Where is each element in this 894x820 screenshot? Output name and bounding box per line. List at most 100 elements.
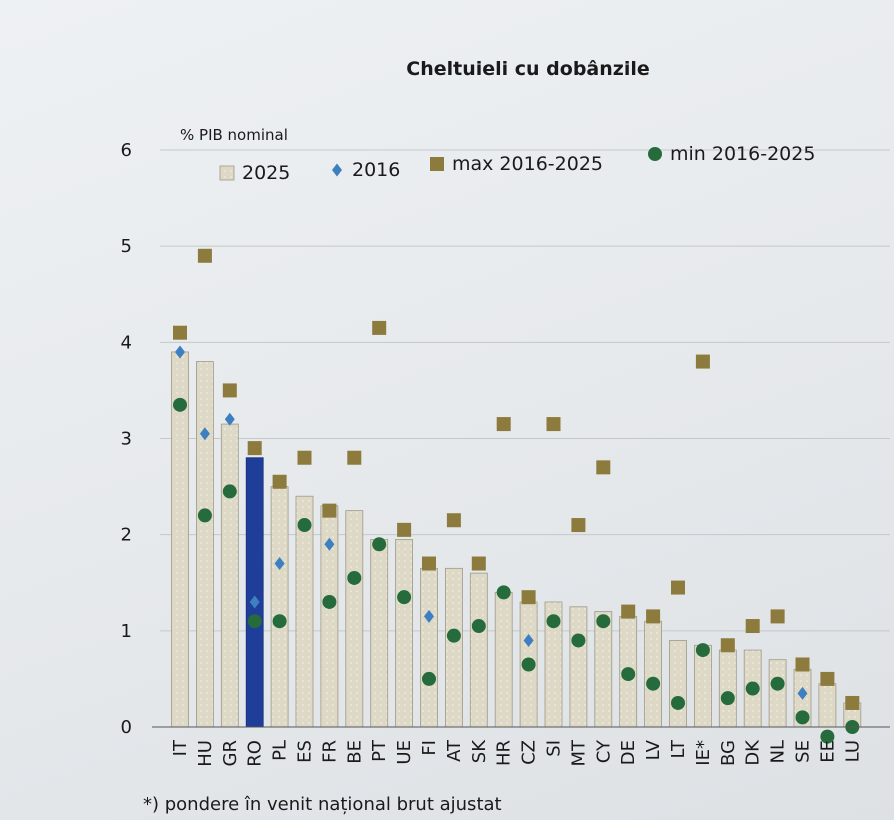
marker-circle-PT [372,537,387,552]
marker-circle-UE [397,590,412,605]
marker-square-SK [471,556,486,571]
x-tick-label: DE [618,740,639,765]
marker-square-AT [446,513,461,528]
marker-square-HR [496,417,511,432]
x-tick-label: RO [245,740,266,767]
bar-2025-SK [469,572,488,728]
marker-circle-BG [720,691,735,706]
marker-circle-HR [496,585,511,600]
bars-2025 [171,351,862,728]
marker-circle-CY [596,614,611,629]
marker-diamond-FI [424,609,434,623]
y-tick-label: 3 [121,429,132,450]
marker-square-DK [745,619,760,634]
marker-circle-RO [247,614,262,629]
marker-diamond-GR [224,412,235,426]
marker-circle-SI [546,614,561,629]
x-tick-label: AT [444,739,465,762]
gridlines [160,149,890,632]
marker-diamond-RO [249,595,260,609]
bar-2025-UE [395,539,414,728]
x-tick-label: BG [718,740,739,766]
chart-title: Cheltuieli cu dobânzile [406,58,650,80]
marker-diamond-PL [274,557,285,571]
marker-circle-LT [671,695,685,710]
x-tick-label: PT [369,739,390,762]
marker-diamond-SE [797,686,808,700]
legend-swatch-2025 [219,165,235,181]
marker-square-BE [347,450,362,465]
bar-2025-LV [644,620,662,728]
x-tick-label: HR [494,740,515,766]
marker-square-LV [646,609,661,624]
marker-circle-BE [347,570,362,585]
legend-swatch-square [430,157,444,171]
marker-diamond-CZ [523,633,534,647]
x-tick-label: UE [394,740,415,765]
marker-circle-DK [745,681,760,696]
marker-square-CZ [521,590,536,605]
marker-square-GR [222,383,237,398]
bar-2025-EE [818,683,837,728]
marker-circle-IT [173,397,187,412]
x-tick-label: SI [544,740,565,757]
marker-circle-CZ [521,657,536,672]
marker-circle-FI [422,671,436,686]
bar-2025-HR [494,591,513,728]
x-tick-label: LV [643,739,664,760]
x-tick-label: PL [270,740,291,761]
marker-circle-AT [446,628,461,643]
x-tick-label: GR [220,740,241,766]
marker-diamond-FR [324,537,335,551]
bar-2025-PL [270,486,289,728]
marker-square-NL [770,609,785,624]
bar-2025-GR [220,423,239,728]
marker-circle-LV [646,676,661,691]
marker-square-HU [197,248,212,263]
footnote: *) pondere în venit național brut ajusta… [143,794,502,815]
marker-circle-PL [272,614,287,629]
marker-square-MT [571,518,586,533]
marker-square-LT [671,580,685,595]
bar-2025-RO [245,457,264,728]
bar-2025-HU [195,361,214,728]
marker-square-FI [422,556,436,571]
y-axis-ticks: 0 1 2 3 4 5 6 [121,140,132,738]
marker-circle-FR [322,594,337,609]
y-tick-label: 6 [121,140,132,161]
legend-label: min 2016-2025 [670,143,815,165]
x-tick-label: HU [195,740,216,767]
y-tick-label: 5 [121,236,132,257]
y-tick-label: 4 [121,332,132,353]
legend-label: 2025 [242,162,290,184]
marker-circle-DE [621,667,636,682]
legend-label: 2016 [352,159,400,181]
x-tick-label: BE [344,740,365,764]
marker-square-DE [621,604,636,619]
bar-2025-MT [569,606,588,728]
x-tick-label: ES [295,740,316,763]
x-tick-label: IT [170,739,191,756]
bar-2025-IE [694,644,712,728]
x-tick-label: DK [743,739,764,766]
bar-2025-BG [718,649,737,728]
x-tick-label: IE* [693,740,714,766]
marker-square-ES [297,450,312,465]
bar-2025-LT [669,640,687,728]
bar-2025-PT [370,539,389,728]
marker-circle-ES [297,518,312,533]
marker-square-CY [596,460,611,475]
x-tick-label: EE [817,740,838,763]
marker-square-PL [272,474,287,489]
marker-square-IT [173,325,187,340]
marker-square-EE [820,671,835,686]
y-axis-unit-label: % PIB nominal [180,126,288,144]
marker-square-SE [795,657,810,672]
marker-square-FR [322,503,337,518]
x-tick-label: SE [793,740,814,763]
bar-2025-FI [420,567,438,728]
marker-circle-SE [795,710,810,725]
marker-circle-NL [770,676,785,691]
x-axis-category-labels: IT HU GR RO PL ES FR BE PT UE FI AT SK HR CZ SI MT CY DE LV… [170,739,863,767]
